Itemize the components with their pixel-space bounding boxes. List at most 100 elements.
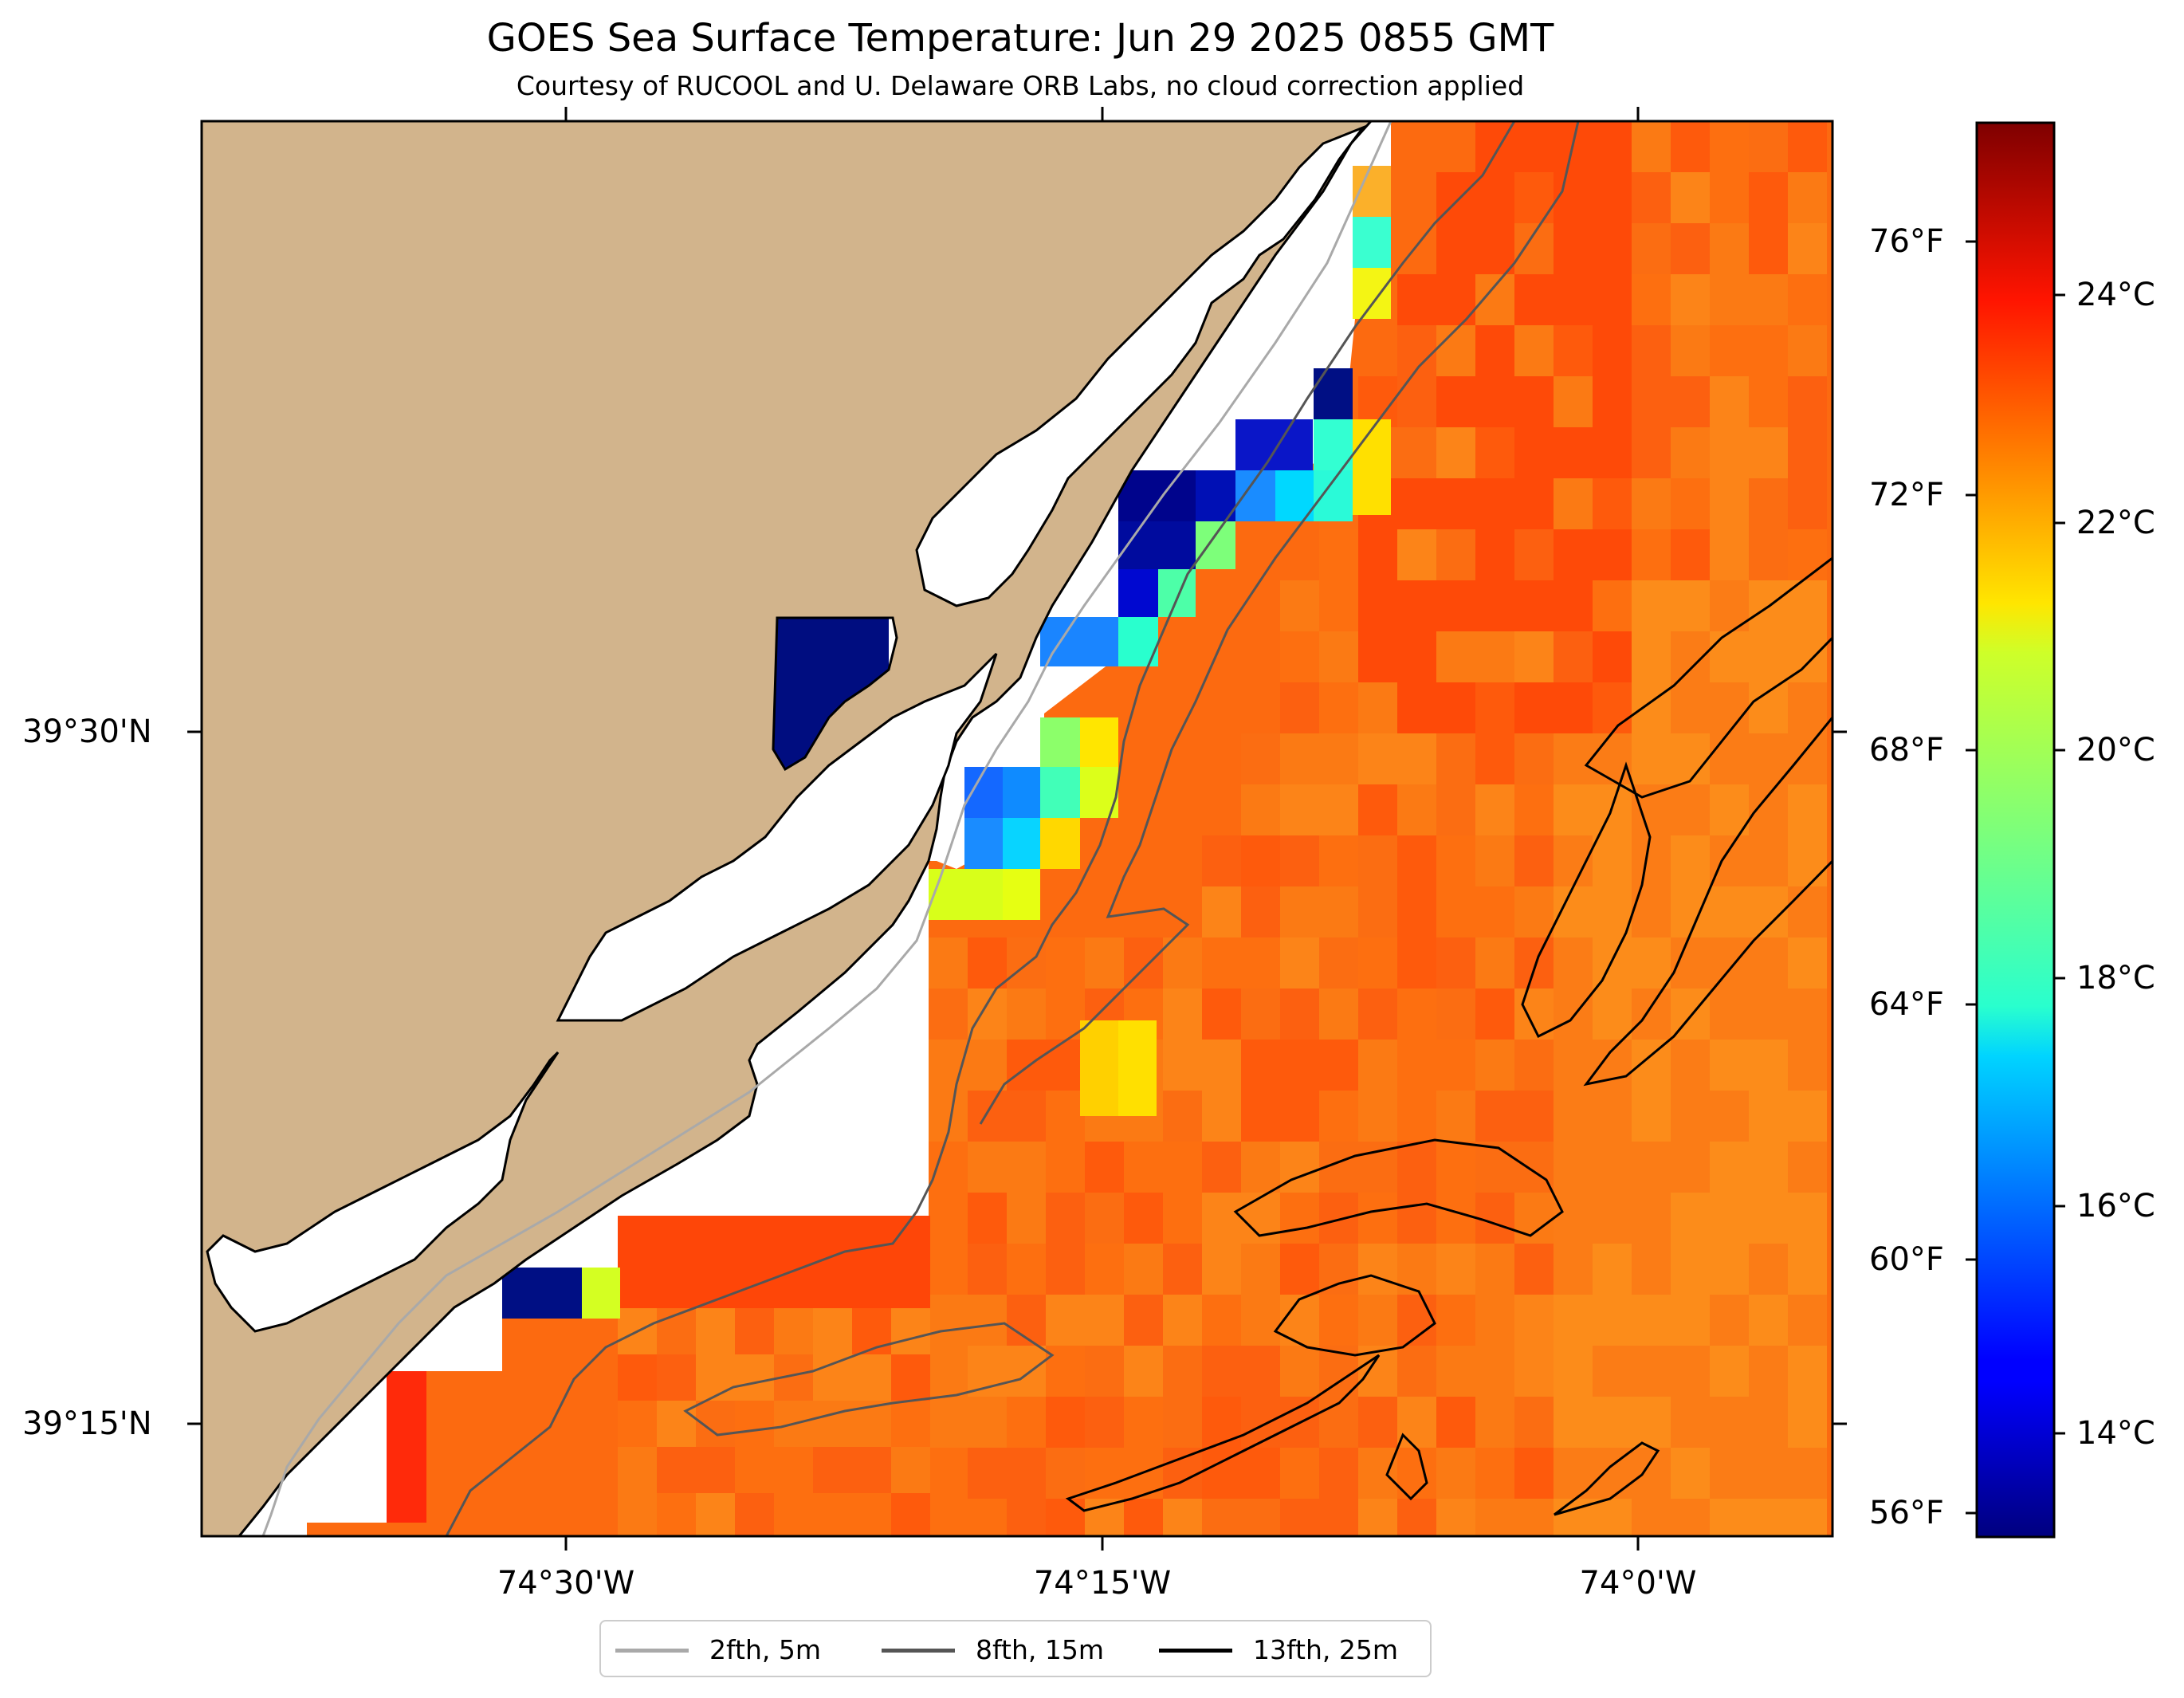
sst-tile [1280, 937, 1319, 989]
sst-tile [1280, 1346, 1319, 1397]
sst-tile [1749, 1040, 1788, 1091]
sst-tile [968, 1244, 1007, 1295]
sst-tile [1358, 1448, 1397, 1499]
sst-tile [1788, 1346, 1827, 1397]
sst-tile [1671, 376, 1710, 427]
sst-tile [1671, 1091, 1710, 1142]
colorbar-c-label-22: 22°C [2076, 505, 2155, 541]
sst-tile [1475, 1499, 1514, 1536]
sst-tile [1710, 478, 1749, 529]
sst-tile [1397, 1142, 1436, 1193]
sst-tile [1202, 1397, 1241, 1448]
sst-tile [1319, 580, 1358, 631]
sst-tile [968, 1397, 1007, 1448]
legend-swatch-8fth [882, 1649, 955, 1653]
sst-tile [968, 989, 1007, 1040]
sst-tile [1397, 631, 1436, 682]
sst-tile [968, 937, 1007, 989]
sst-tile [968, 1091, 1007, 1142]
sst-tile [1593, 989, 1632, 1040]
sst-tile [1671, 427, 1710, 478]
sst-tile [1788, 1142, 1827, 1193]
sst-tile [1514, 1193, 1554, 1244]
sst-tile [1749, 223, 1788, 274]
sst-tile [657, 1216, 696, 1262]
sst-tile [1436, 274, 1475, 325]
sst-tile [1358, 1499, 1397, 1536]
sst-tile [735, 1447, 774, 1493]
sst-tile [891, 1401, 930, 1447]
sst-tile [1671, 1448, 1710, 1499]
sst-tile [1007, 1244, 1046, 1295]
sst-tile [1749, 172, 1788, 223]
sst-tile [1163, 1142, 1202, 1193]
sst-tile [1280, 989, 1319, 1040]
sst-tile [1358, 580, 1397, 631]
sst-tile [1710, 427, 1749, 478]
sst-tile [1436, 733, 1475, 784]
sst-tile [1514, 172, 1554, 223]
sst-tile [1514, 1397, 1554, 1448]
sst-tile [1475, 631, 1514, 682]
sst-tile [1554, 580, 1593, 631]
colorbar-f-label-68: 68°F [1869, 732, 1944, 768]
sst-tile [1514, 1244, 1554, 1295]
sst-tile [1788, 1193, 1827, 1244]
sst-tile [1124, 1142, 1163, 1193]
sst-tile [1007, 1499, 1046, 1536]
sst-tile [1710, 1142, 1749, 1193]
sst-tile [1710, 1091, 1749, 1142]
sst-tile [618, 1262, 657, 1308]
sst-tile [735, 1354, 774, 1401]
sst-tile [1788, 580, 1827, 631]
sst-cold-cells [387, 166, 1391, 1523]
sst-tile [852, 1262, 891, 1308]
sst-tile [774, 1447, 813, 1493]
sst-tile [929, 1193, 968, 1244]
sst-tile [1671, 172, 1710, 223]
sst-tile [1593, 682, 1632, 733]
sst-tile [968, 1448, 1007, 1499]
sst-tile [1436, 1499, 1475, 1536]
sst-tile [1710, 1244, 1749, 1295]
sst-tile [1710, 937, 1749, 989]
sst-tile [1749, 1295, 1788, 1346]
sst-tile [735, 1401, 774, 1447]
sst-tile [1514, 478, 1554, 529]
sst-tile [1788, 325, 1827, 376]
sst-tile [1358, 1244, 1397, 1295]
back-bay-water [206, 124, 1367, 1333]
sst-tile [1358, 682, 1397, 733]
sst-tile [1632, 1397, 1671, 1448]
sst-tile [1241, 835, 1280, 886]
sst-tile [1788, 172, 1827, 223]
sst-tile [968, 1499, 1007, 1536]
sst-tile [1514, 886, 1554, 937]
sst-tile [1397, 937, 1436, 989]
sst-tile [1436, 1193, 1475, 1244]
sst-tile [813, 1493, 852, 1536]
sst-tile [1632, 1142, 1671, 1193]
sst-tile [1671, 886, 1710, 937]
sst-tile [1319, 886, 1358, 937]
sst-tile [1788, 1397, 1827, 1448]
sst-tile [1007, 1142, 1046, 1193]
sst-tile [1788, 784, 1827, 835]
sst-tile [1436, 835, 1475, 886]
sst-tile [1710, 529, 1749, 580]
sst-tile [1397, 427, 1436, 478]
map-title: GOES Sea Surface Temperature: Jun 29 202… [486, 16, 1554, 61]
sst-tile [1397, 784, 1436, 835]
sst-tile [1124, 1397, 1163, 1448]
sst-tile [891, 1493, 930, 1536]
sst-tile [1671, 1244, 1710, 1295]
sst-tile [1280, 1091, 1319, 1142]
sst-tile [1319, 784, 1358, 835]
sst-tile [1163, 1448, 1202, 1499]
sst-tile [1632, 631, 1671, 682]
sst-tile [1632, 121, 1671, 172]
sst-tile [1788, 989, 1827, 1040]
sst-tile [1280, 1244, 1319, 1295]
sst-tile [1632, 1499, 1671, 1536]
sst-tile [1319, 631, 1358, 682]
